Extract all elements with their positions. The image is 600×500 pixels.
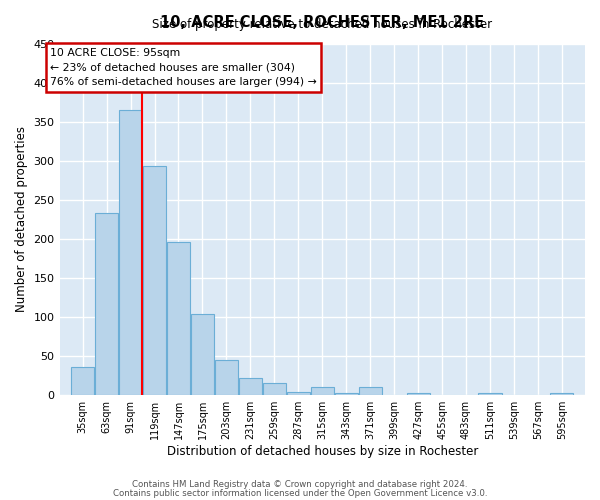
Text: Size of property relative to detached houses in Rochester: Size of property relative to detached ho…: [152, 18, 493, 32]
Bar: [359, 387, 382, 394]
Bar: [239, 378, 262, 394]
Bar: [550, 393, 574, 394]
Bar: [287, 392, 310, 394]
Bar: [478, 393, 502, 394]
Bar: [263, 383, 286, 394]
Bar: [335, 393, 358, 394]
Bar: [71, 368, 94, 394]
Bar: [167, 242, 190, 394]
Bar: [143, 166, 166, 394]
Text: 10 ACRE CLOSE: 95sqm
← 23% of detached houses are smaller (304)
76% of semi-deta: 10 ACRE CLOSE: 95sqm ← 23% of detached h…: [50, 48, 317, 87]
Bar: [119, 110, 142, 395]
Bar: [191, 314, 214, 394]
Text: Contains public sector information licensed under the Open Government Licence v3: Contains public sector information licen…: [113, 488, 487, 498]
X-axis label: Distribution of detached houses by size in Rochester: Distribution of detached houses by size …: [167, 444, 478, 458]
Bar: [215, 360, 238, 394]
Bar: [311, 387, 334, 394]
Bar: [407, 393, 430, 394]
Bar: [95, 213, 118, 394]
Y-axis label: Number of detached properties: Number of detached properties: [15, 126, 28, 312]
Title: 10, ACRE CLOSE, ROCHESTER, ME1 2RE: 10, ACRE CLOSE, ROCHESTER, ME1 2RE: [160, 15, 484, 30]
Text: Contains HM Land Registry data © Crown copyright and database right 2024.: Contains HM Land Registry data © Crown c…: [132, 480, 468, 489]
